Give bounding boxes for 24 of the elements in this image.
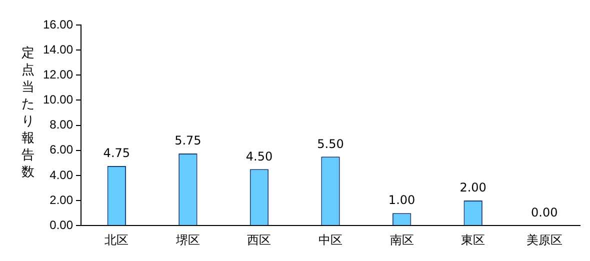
y-tick-label: 12.00 (43, 67, 74, 82)
y-tick-label: 10.00 (43, 92, 74, 107)
x-tick-label: 中区 (318, 233, 343, 248)
x-tick-label: 堺区 (174, 233, 200, 248)
y-tick-label: 16.00 (43, 17, 74, 32)
data-label: 5.75 (174, 134, 202, 148)
x-tick-label: 美原区 (526, 233, 562, 248)
data-label: 2.00 (460, 180, 486, 195)
x-tick-label: 北区 (104, 233, 129, 248)
x-tick-label: 南区 (390, 233, 414, 248)
y-tick-label: 8.00 (50, 118, 74, 132)
data-label: 1.00 (388, 193, 416, 208)
x-tick-label: 東区 (461, 233, 486, 248)
data-label: 4.75 (103, 146, 130, 160)
data-label: 0.00 (531, 206, 558, 220)
y-tick-label: 14.00 (43, 42, 74, 56)
y-tick-label: 0.00 (50, 218, 74, 232)
y-tick-label: 4.00 (50, 168, 74, 182)
data-label: 5.50 (317, 136, 344, 151)
x-tick-label: 西区 (247, 233, 272, 248)
y-tick-label: 6.00 (50, 142, 74, 157)
y-axis-title: 定点当たり報告数 (20, 45, 36, 181)
data-label: 4.50 (246, 149, 273, 164)
y-tick-label: 2.00 (50, 192, 74, 207)
